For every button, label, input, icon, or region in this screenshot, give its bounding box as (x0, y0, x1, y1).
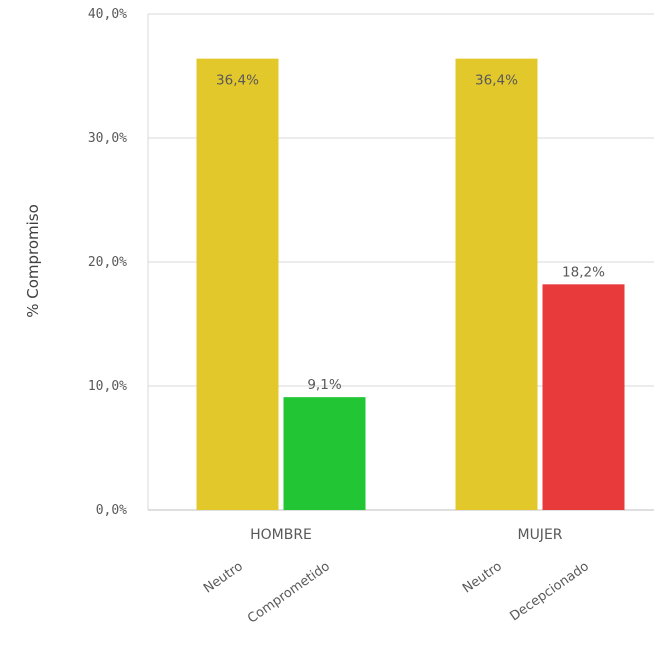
x-group-label: HOMBRE (250, 527, 312, 543)
y-tick-label: 30,0% (88, 131, 127, 146)
data-label: 36,4% (475, 73, 518, 89)
bar-mujer-decepcionado[interactable] (542, 284, 625, 510)
x-subcategory-label: Neutro (201, 559, 246, 597)
data-label: 18,2% (562, 264, 605, 280)
bar-hombre-neutro[interactable] (196, 58, 279, 510)
y-tick-label: 10,0% (88, 379, 127, 394)
x-subcategory-label: Comprometido (245, 559, 333, 627)
x-subcategory-label: Decepcionado (507, 559, 591, 624)
bar-hombre-comprometido[interactable] (283, 397, 366, 510)
x-subcategory-label: Neutro (460, 559, 505, 597)
data-label: 36,4% (216, 73, 259, 89)
y-tick-label: 20,0% (88, 255, 127, 270)
x-group-label: MUJER (517, 527, 562, 543)
y-tick-label: 40,0% (88, 7, 127, 22)
y-tick-label: 0,0% (96, 503, 127, 518)
bar-mujer-neutro[interactable] (455, 58, 538, 510)
data-label: 9,1% (307, 377, 341, 393)
bars (196, 58, 625, 510)
y-axis-label: % Compromiso (24, 204, 42, 318)
